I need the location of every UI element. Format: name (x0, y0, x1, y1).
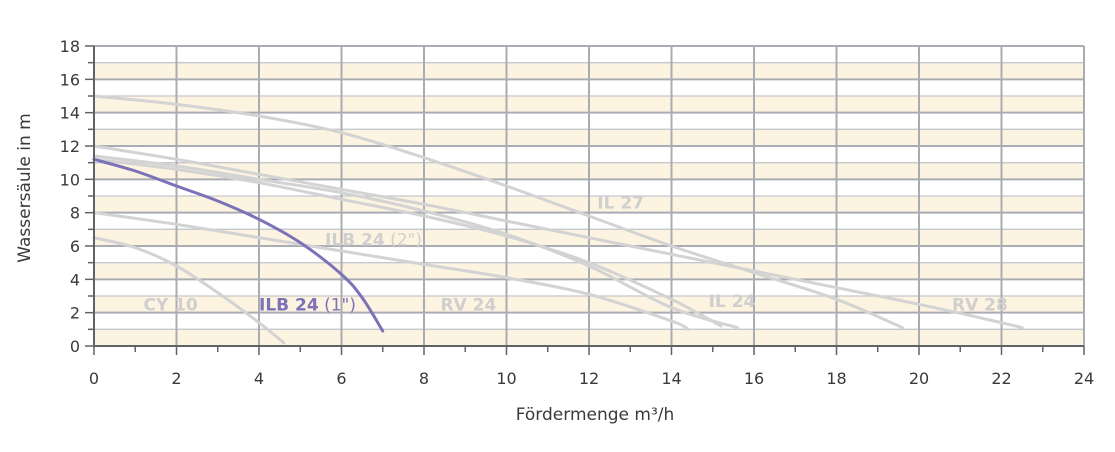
curve-rv-28 (92, 144, 1024, 330)
curve-label-name: IL 27 (597, 194, 644, 214)
x-tick-label-16: 16 (744, 369, 764, 388)
x-tick-label-22: 22 (991, 369, 1011, 388)
curve-ilb-24-1- (92, 157, 385, 333)
curve-label-suffix: (2") (385, 230, 422, 250)
curve-label-3: RV 24 (441, 295, 497, 315)
x-tick-label-0: 0 (89, 369, 99, 388)
x-tick-label-24: 24 (1074, 369, 1094, 388)
y-tick-label-10: 10 (60, 170, 80, 189)
y-tick-label-14: 14 (60, 104, 80, 123)
curve-label-name: IL 24 (709, 292, 756, 312)
x-tick-label-4: 4 (254, 369, 264, 388)
y-tick-label-16: 16 (60, 70, 80, 89)
curve-label-name: ILB 24 (325, 230, 385, 250)
x-tick-label-8: 8 (419, 369, 429, 388)
y-tick-label-4: 4 (70, 270, 80, 289)
x-tick-label-10: 10 (496, 369, 516, 388)
curve-label-suffix: (1") (319, 295, 356, 315)
y-tick-label-2: 2 (70, 304, 80, 323)
curve-label-2: ILB 24 (2") (325, 230, 422, 250)
curve-il-24 (92, 157, 723, 328)
curve-ilb-24-2- (92, 154, 739, 330)
y-tick-label-6: 6 (70, 237, 80, 256)
y-axis-title: Wassersäule in m (15, 113, 35, 262)
x-tick-label-12: 12 (579, 369, 599, 388)
y-tick-label-12: 12 (60, 137, 80, 156)
x-tick-label-6: 6 (336, 369, 346, 388)
curve-label-6: RV 28 (952, 295, 1008, 315)
x-tick-label-14: 14 (661, 369, 681, 388)
curve-label-name: CY 10 (144, 295, 199, 315)
x-tick-label-2: 2 (171, 369, 181, 388)
curve-label-4: IL 27 (597, 194, 644, 214)
curve-label-name: ILB 24 (259, 295, 319, 315)
y-tick-label-0: 0 (70, 337, 80, 356)
curve-label-name: RV 28 (952, 295, 1008, 315)
x-axis-title: Fördermenge m³/h (516, 405, 675, 425)
x-tick-label-18: 18 (826, 369, 846, 388)
curve-il-27 (92, 94, 904, 330)
curve-label-0: CY 10 (144, 295, 199, 315)
curve-rv-24 (92, 211, 690, 331)
curve-label-5: IL 24 (709, 292, 756, 312)
curve-label-1: ILB 24 (1") (259, 295, 356, 315)
y-tick-label-8: 8 (70, 204, 80, 223)
y-tick-label-18: 18 (60, 37, 80, 56)
curve-label-name: RV 24 (441, 295, 497, 315)
curves (92, 94, 1024, 345)
x-tick-label-20: 20 (909, 369, 929, 388)
curve-cy-10 (92, 236, 286, 345)
